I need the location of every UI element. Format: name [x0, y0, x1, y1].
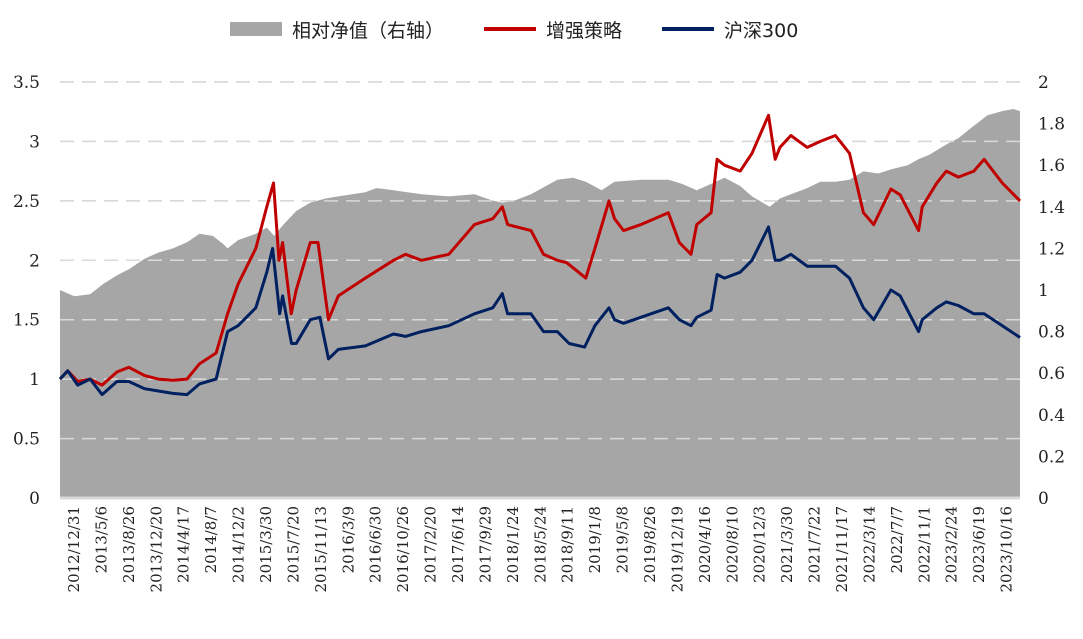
y-right-tick-label: 1.4 [1038, 198, 1065, 218]
y-left-tick-label: 2 [29, 251, 40, 271]
x-tick-label: 2023/6/19 [970, 506, 988, 583]
line-series-layer [58, 113, 1022, 397]
x-tick-label: 2019/8/26 [641, 506, 659, 583]
x-tick-label: 2023/10/16 [998, 506, 1016, 592]
y-right-tick-label: 0.2 [1038, 447, 1065, 467]
x-tick-label: 2013/8/26 [120, 506, 138, 583]
y-left-tick-label: 3.5 [13, 73, 40, 93]
y-left-tick-label: 2.5 [13, 192, 40, 212]
x-tick-label: 2013/5/6 [92, 506, 110, 573]
axes: 0 0.5 1 1.5 2 2.5 3 3.5 0 0.2 0.4 0.6 0.8 1 1.2 1.4 1.6 1… [13, 73, 1065, 593]
y-right-tick-label: 1.2 [1038, 239, 1065, 259]
x-tick-label: 2020/4/16 [696, 506, 714, 583]
y-right-tick-label: 1.8 [1038, 115, 1065, 135]
y-left-tick-label: 0.5 [13, 430, 40, 450]
x-tick-label: 2014/4/17 [175, 506, 193, 583]
x-tick-label: 2017/6/14 [449, 506, 467, 583]
x-tick-label: 2020/12/3 [751, 506, 769, 583]
legend-item-csi300: 沪深300 [662, 16, 798, 43]
x-tick-label: 2015/11/13 [312, 506, 330, 592]
y-right-tick-label: 1.6 [1038, 156, 1065, 176]
x-tick-label: 2016/10/26 [394, 506, 412, 592]
y-left-tick-label: 1.5 [13, 311, 40, 331]
y-right-tick-label: 0.4 [1038, 406, 1065, 426]
legend: 相对净值（右轴） 增强策略 沪深300 [230, 14, 798, 44]
x-tick-label: 2017/2/20 [422, 506, 440, 583]
y-right-tick-label: 1 [1038, 281, 1049, 301]
x-tick-label: 2016/3/9 [339, 506, 357, 573]
x-tick-label: 2016/6/30 [367, 506, 385, 583]
x-tick-label: 2019/5/8 [614, 506, 632, 573]
x-tick-label: 2014/8/7 [202, 506, 220, 573]
legend-label-relative-nav: 相对净值（右轴） [292, 19, 445, 42]
area-series-layer [60, 81, 1020, 498]
x-tick-label: 2014/12/2 [230, 506, 248, 583]
x-tick-label: 2022/11/1 [915, 506, 933, 583]
x-tick-label: 2018/9/11 [559, 506, 577, 583]
y-right-tick-label: 2 [1038, 73, 1049, 93]
x-tick-label: 2023/2/24 [943, 506, 961, 583]
x-tick-label: 2017/9/29 [476, 506, 494, 583]
legend-item-enhanced-strategy: 增强策略 [484, 16, 622, 43]
x-tick-label: 2012/12/31 [65, 506, 83, 592]
legend-item-relative-nav: 相对净值（右轴） [230, 16, 444, 43]
x-tick-label: 2022/7/7 [888, 506, 906, 573]
line-series-csi300 [58, 225, 1021, 397]
legend-label-enhanced-strategy: 增强策略 [546, 19, 623, 42]
y-left-tick-label: 3 [29, 132, 40, 152]
x-tick-label: 2013/12/20 [147, 506, 165, 592]
y-right-tick-label: 0.6 [1038, 364, 1065, 384]
x-tick-label: 2018/5/24 [531, 506, 549, 583]
x-tick-label: 2021/7/22 [806, 506, 824, 583]
x-tick-label: 2021/3/30 [778, 506, 796, 583]
x-tick-label: 2018/1/24 [504, 506, 522, 583]
x-tick-label: 2019/12/19 [668, 506, 686, 592]
x-tick-label: 2022/3/14 [860, 506, 878, 583]
x-tick-label: 2015/7/20 [284, 506, 302, 583]
legend-swatch-red-line [484, 27, 537, 31]
x-tick-label: 2020/8/10 [723, 506, 741, 583]
y-right-tick-label: 0 [1038, 489, 1049, 509]
x-tick-label: 2021/11/17 [833, 506, 851, 592]
x-tick-label: 2015/3/30 [257, 506, 275, 583]
legend-swatch-area [230, 22, 282, 36]
area-series-relative-nav [60, 109, 1020, 498]
x-tick-label: 2019/1/8 [586, 506, 604, 573]
y-right-tick-label: 0.8 [1038, 323, 1065, 343]
y-left-tick-label: 0 [29, 489, 40, 509]
legend-label-csi300: 沪深300 [724, 19, 799, 42]
line-series-enhanced-strategy [58, 113, 1022, 387]
legend-swatch-navy-line [662, 27, 715, 31]
y-left-tick-label: 1 [29, 370, 40, 390]
